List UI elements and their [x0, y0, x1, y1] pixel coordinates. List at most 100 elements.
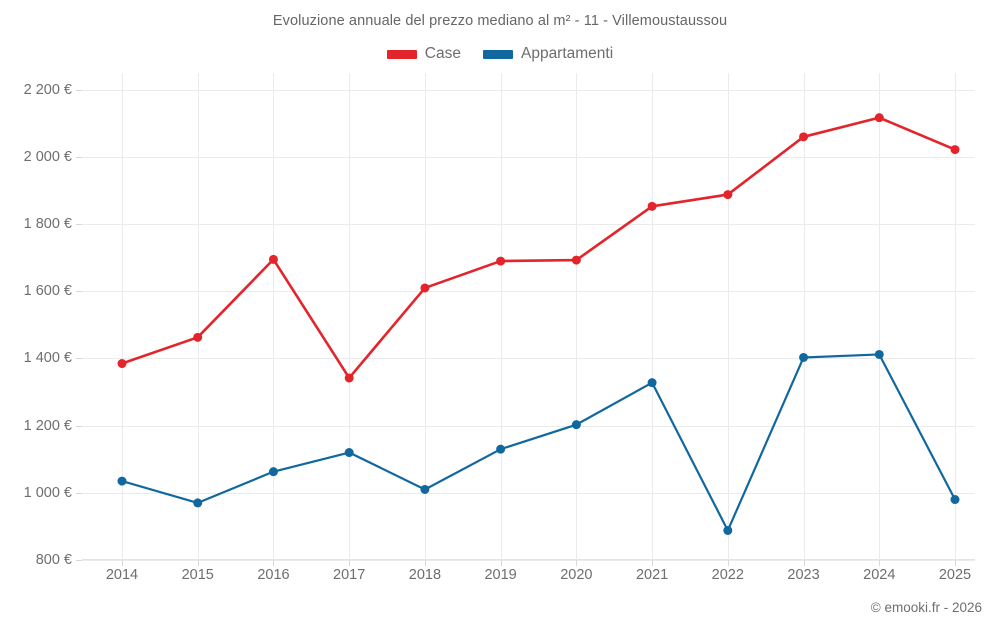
data-point[interactable] [344, 373, 354, 383]
series-line-appartamenti [120, 353, 957, 532]
y-tick-label: 2 200 € [23, 81, 72, 98]
data-point[interactable] [950, 145, 960, 155]
y-tick-mark [76, 560, 82, 561]
y-axis-tick-labels: 800 € 1 000 € 1 200 € 1 400 € 1 600 € 1 800 €… [0, 73, 72, 567]
data-point[interactable] [647, 378, 657, 388]
x-tick-mark [803, 560, 805, 566]
gridline-horizontal [82, 156, 975, 158]
x-tick-label: 2022 [711, 567, 744, 583]
chart-title: Evoluzione annuale del prezzo mediano al… [272, 13, 728, 29]
x-tick-mark [197, 560, 199, 566]
data-point[interactable] [496, 256, 506, 266]
x-tick-label: 2019 [484, 567, 517, 583]
x-tick-mark [652, 560, 654, 566]
gridline-vertical [424, 73, 426, 560]
series-line-case [120, 116, 957, 380]
x-tick-mark [727, 560, 729, 566]
gridline-horizontal [82, 89, 975, 91]
gridline-vertical [803, 73, 805, 560]
x-tick-label: 2020 [560, 567, 593, 583]
data-point[interactable] [268, 467, 278, 477]
data-point[interactable] [193, 332, 203, 342]
data-point[interactable] [117, 476, 127, 486]
gridline-vertical [727, 73, 729, 560]
gridline-vertical [122, 73, 123, 560]
y-tick-mark [76, 224, 82, 226]
data-point[interactable] [571, 255, 581, 265]
x-tick-mark [879, 560, 881, 566]
x-tick-mark [122, 560, 123, 566]
y-tick-mark [76, 156, 82, 158]
series-layer [117, 113, 960, 535]
gridline-vertical [349, 73, 351, 560]
gridline-horizontal [82, 358, 975, 360]
data-point[interactable] [799, 352, 809, 362]
x-tick-mark [576, 560, 578, 566]
x-tick-label: 2017 [333, 567, 366, 583]
plot-area [76, 73, 975, 566]
legend-label-case: Case [424, 45, 461, 62]
data-point[interactable] [420, 283, 430, 293]
y-tick-label: 1 600 € [23, 283, 72, 300]
x-axis-line [82, 559, 975, 560]
data-point[interactable] [496, 444, 506, 454]
gridline-vertical [197, 73, 199, 560]
gridline-vertical [955, 73, 956, 560]
data-point[interactable] [268, 254, 278, 264]
x-tick-label: 2021 [635, 567, 669, 583]
gridline-vertical [576, 73, 578, 560]
gridline-horizontal [82, 425, 975, 427]
y-tick-mark [76, 358, 82, 360]
legend-item-case[interactable]: Case [386, 45, 461, 63]
y-tick-mark [76, 89, 82, 91]
data-point[interactable] [193, 498, 203, 508]
data-point[interactable] [647, 201, 657, 211]
x-tick-label: 2016 [257, 567, 290, 583]
x-tick-mark [273, 560, 275, 566]
data-point[interactable] [420, 484, 430, 494]
chart-legend: Case Appartamenti [0, 45, 1000, 63]
data-point[interactable] [571, 420, 581, 430]
y-tick-label: 1 200 € [23, 417, 72, 434]
gridline-vertical [652, 73, 654, 560]
data-point[interactable] [950, 495, 960, 505]
gridline-horizontal [82, 560, 975, 561]
x-tick-label: 2018 [408, 567, 442, 583]
gridline-horizontal [82, 291, 975, 293]
x-tick-mark [955, 560, 956, 566]
legend-label-appartamenti: Appartamenti [520, 45, 614, 62]
gridline-horizontal [82, 224, 975, 226]
x-tick-label: 2014 [105, 567, 139, 583]
x-tick-label: 2023 [787, 567, 820, 583]
data-point[interactable] [874, 113, 884, 123]
y-tick-label: 800 € [35, 551, 72, 568]
y-tick-mark [76, 425, 82, 427]
data-point[interactable] [723, 190, 733, 200]
legend-item-appartamenti[interactable]: Appartamenti [482, 45, 614, 63]
x-tick-label: 2025 [938, 567, 972, 583]
x-tick-mark [349, 560, 351, 566]
y-tick-label: 1 400 € [23, 350, 72, 367]
y-tick-label: 2 000 € [23, 148, 72, 165]
gridline-vertical [500, 73, 502, 560]
legend-swatch-appartamenti-icon [482, 49, 513, 59]
x-tick-mark [424, 560, 426, 566]
gridline-vertical [879, 73, 881, 560]
y-tick-label: 1 000 € [23, 484, 72, 501]
footer-credit: © emooki.fr - 2026 [870, 600, 982, 615]
data-point[interactable] [874, 349, 884, 359]
y-tick-mark [76, 291, 82, 293]
legend-swatch-case-icon [386, 49, 417, 59]
data-point[interactable] [799, 132, 809, 142]
data-point[interactable] [344, 448, 354, 458]
y-tick-mark [76, 492, 82, 494]
gridline-vertical [273, 73, 275, 560]
x-axis-tick-labels: 2014 2015 2016 2017 2018 2019 2020 2021 2022 2023… [82, 568, 975, 590]
data-point[interactable] [723, 525, 733, 535]
x-tick-label: 2024 [863, 567, 896, 583]
data-point[interactable] [117, 359, 127, 369]
y-tick-label: 1 800 € [23, 215, 72, 232]
gridline-horizontal [82, 492, 975, 494]
x-tick-mark [500, 560, 502, 566]
